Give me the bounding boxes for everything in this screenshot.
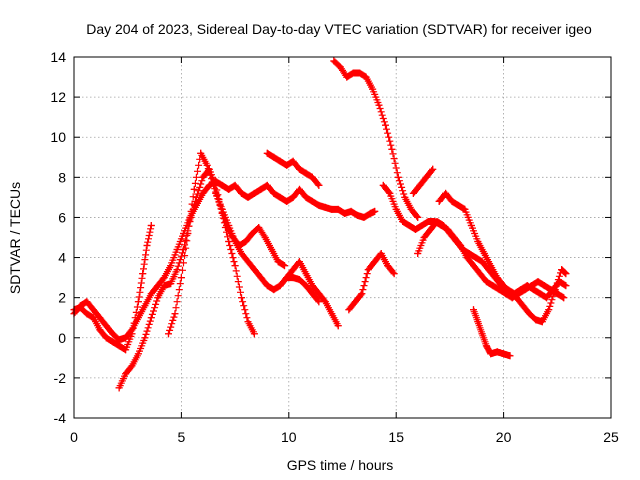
y-tick-label: 6 [58, 209, 66, 225]
series-track-9 [345, 250, 398, 314]
x-tick-label: 25 [603, 429, 619, 445]
series-track-14 [414, 218, 570, 302]
data-series [70, 57, 570, 392]
series-trace [330, 57, 422, 221]
x-tick-label: 5 [178, 429, 186, 445]
y-tick-label: 12 [50, 89, 66, 105]
x-tick-label: 0 [70, 429, 78, 445]
series-track-8 [330, 57, 422, 221]
y-tick-label: -4 [54, 410, 67, 426]
series-trace [470, 306, 514, 360]
x-tick-label: 20 [496, 429, 512, 445]
series-track-2 [70, 222, 155, 354]
series-track-13 [470, 306, 514, 360]
series-track-11 [409, 165, 437, 197]
series-track-6 [263, 149, 323, 189]
series-trace [409, 165, 437, 197]
y-tick-label: 8 [58, 169, 66, 185]
series-trace [263, 149, 323, 189]
y-tick-label: 4 [58, 250, 66, 266]
series-track-7 [283, 274, 323, 306]
y-tick-label: 2 [58, 290, 66, 306]
axis-ticks [73, 56, 612, 419]
y-tick-label: 10 [50, 129, 66, 145]
x-tick-label: 10 [281, 429, 297, 445]
plot-frame [73, 56, 612, 419]
series-track-1 [70, 177, 379, 344]
y-axis-label: SDTVAR / TECUs [7, 182, 23, 294]
series-trace [414, 218, 570, 302]
tick-labels: 0 5 10 15 20 25 -4 -2 0 2 4 6 8 10 12 14 [50, 49, 619, 445]
y-tick-label: 14 [50, 49, 66, 65]
y-tick-label: 0 [58, 330, 66, 346]
chart-title: Day 204 of 2023, Sidereal Day-to-day VTE… [86, 21, 592, 37]
grid-lines [74, 57, 611, 418]
x-axis-label: GPS time / hours [287, 457, 394, 473]
x-tick-label: 15 [388, 429, 404, 445]
y-tick-label: -2 [54, 370, 67, 386]
series-trace [283, 274, 323, 306]
series-trace [345, 250, 398, 314]
series-trace [212, 189, 342, 330]
